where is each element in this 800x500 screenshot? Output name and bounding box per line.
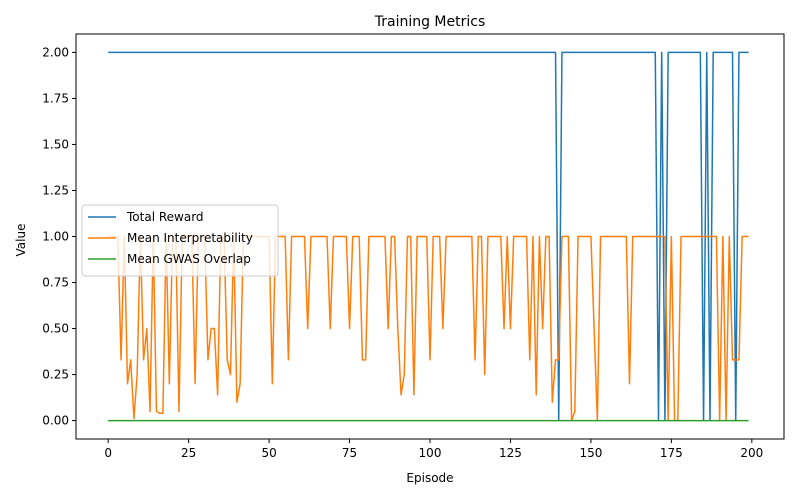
y-tick-label: 1.50 — [42, 137, 69, 151]
y-tick-label: 1.75 — [42, 91, 69, 105]
plot-area — [108, 51, 749, 422]
x-tick-label: 75 — [342, 446, 357, 460]
legend-entry: Total Reward — [126, 210, 204, 224]
x-tick-label: 25 — [181, 446, 196, 460]
y-tick-label: 2.00 — [42, 45, 69, 59]
y-tick-label: 1.00 — [42, 230, 69, 244]
x-axis-label: Episode — [406, 471, 453, 485]
x-tick-label: 175 — [660, 446, 683, 460]
chart-title: Training Metrics — [374, 14, 486, 30]
x-axis: 0 25 50 75 100 125 150 175 200 — [104, 439, 763, 460]
y-tick-label: 0.50 — [42, 322, 69, 336]
legend-entry: Mean Interpretability — [127, 231, 253, 245]
series-line-1 — [108, 51, 749, 422]
legend-entry: Mean GWAS Overlap — [127, 252, 251, 266]
y-tick-label: 0.00 — [42, 414, 69, 428]
x-tick-label: 200 — [740, 446, 763, 460]
series-line-2 — [108, 235, 749, 422]
y-axis: 0.00 0.25 0.50 0.75 1.00 1.25 1.50 1.75 2.00 — [42, 45, 76, 428]
y-tick-label: 0.25 — [42, 368, 69, 382]
y-tick-label: 0.75 — [42, 276, 69, 290]
legend: Total Reward Mean Interpretability Mean GW… — [81, 204, 279, 277]
legend-box — [81, 204, 279, 277]
x-tick-label: 0 — [104, 446, 112, 460]
x-tick-label: 100 — [419, 446, 442, 460]
x-tick-label: 125 — [499, 446, 522, 460]
y-tick-label: 1.25 — [42, 183, 69, 197]
x-tick-label: 50 — [261, 446, 276, 460]
x-tick-label: 150 — [579, 446, 602, 460]
y-axis-label: Value — [14, 224, 28, 257]
